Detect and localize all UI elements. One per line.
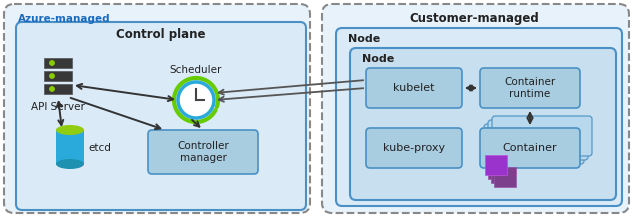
FancyBboxPatch shape bbox=[366, 128, 462, 168]
Text: Node: Node bbox=[362, 54, 394, 64]
Bar bbox=[485, 155, 507, 175]
Text: etcd: etcd bbox=[88, 143, 111, 153]
Bar bbox=[56, 130, 84, 164]
Bar bbox=[44, 84, 72, 94]
Ellipse shape bbox=[56, 125, 84, 135]
Text: kubelet: kubelet bbox=[393, 83, 435, 93]
Bar bbox=[491, 163, 513, 183]
Bar bbox=[44, 71, 72, 81]
FancyBboxPatch shape bbox=[366, 68, 462, 108]
Text: Container
runtime: Container runtime bbox=[505, 77, 556, 99]
Text: Scheduler: Scheduler bbox=[170, 65, 222, 75]
FancyBboxPatch shape bbox=[492, 116, 592, 156]
Ellipse shape bbox=[56, 159, 84, 169]
Text: Azure-managed: Azure-managed bbox=[18, 14, 111, 24]
Text: Control plane: Control plane bbox=[116, 28, 206, 41]
Circle shape bbox=[50, 61, 54, 65]
Bar bbox=[494, 167, 516, 187]
FancyBboxPatch shape bbox=[322, 4, 629, 213]
Text: Container: Container bbox=[503, 143, 557, 153]
FancyBboxPatch shape bbox=[480, 68, 580, 108]
Text: Node: Node bbox=[348, 34, 380, 44]
Text: Controller
manager: Controller manager bbox=[177, 141, 229, 163]
Circle shape bbox=[50, 74, 54, 78]
FancyBboxPatch shape bbox=[4, 4, 310, 213]
Circle shape bbox=[50, 87, 54, 91]
FancyBboxPatch shape bbox=[336, 28, 622, 206]
Text: Customer-managed: Customer-managed bbox=[409, 12, 539, 25]
Bar bbox=[488, 159, 510, 179]
FancyBboxPatch shape bbox=[480, 128, 580, 168]
Text: API Server: API Server bbox=[31, 102, 85, 112]
FancyBboxPatch shape bbox=[488, 120, 588, 160]
Text: kube-proxy: kube-proxy bbox=[383, 143, 445, 153]
FancyBboxPatch shape bbox=[16, 22, 306, 210]
Circle shape bbox=[178, 82, 214, 118]
Bar bbox=[44, 58, 72, 68]
FancyBboxPatch shape bbox=[350, 48, 616, 200]
FancyBboxPatch shape bbox=[148, 130, 258, 174]
FancyBboxPatch shape bbox=[484, 124, 584, 164]
